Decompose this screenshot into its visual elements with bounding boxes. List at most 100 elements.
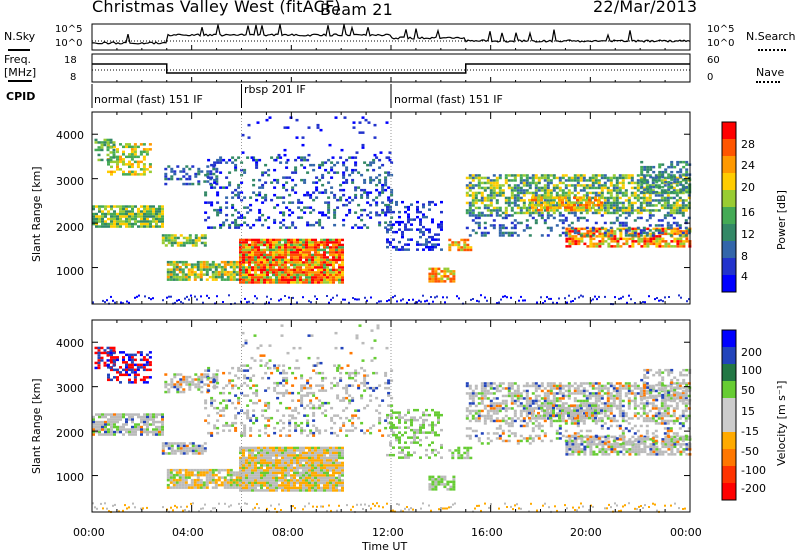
data-cell xyxy=(534,184,538,187)
data-cell xyxy=(235,263,239,266)
data-cell xyxy=(229,471,233,474)
data-cell xyxy=(585,226,589,230)
data-cell xyxy=(275,451,278,455)
data-cell xyxy=(672,206,676,210)
data-cell xyxy=(624,189,628,192)
data-cell xyxy=(341,268,344,272)
data-cell xyxy=(110,353,113,357)
data-cell xyxy=(243,434,247,437)
data-cell xyxy=(190,265,194,269)
data-cell xyxy=(687,229,691,232)
data-cell xyxy=(248,300,250,303)
data-cell xyxy=(278,446,281,450)
data-cell xyxy=(652,165,656,169)
data-cell xyxy=(272,484,275,487)
data-cell xyxy=(248,446,251,450)
data-cell xyxy=(266,469,269,472)
data-cell xyxy=(471,209,475,212)
data-cell xyxy=(116,413,119,416)
data-cell xyxy=(338,238,341,242)
data-cell xyxy=(122,356,125,359)
data-cell xyxy=(197,239,201,242)
data-cell xyxy=(498,214,502,217)
data-cell xyxy=(128,222,131,226)
data-cell xyxy=(185,449,189,453)
data-cell xyxy=(219,211,223,214)
data-cell xyxy=(419,230,422,234)
data-cell xyxy=(410,228,413,231)
data-cell xyxy=(299,261,302,264)
data-cell xyxy=(293,446,296,450)
data-cell xyxy=(341,258,344,262)
data-cell xyxy=(332,481,335,485)
data-cell xyxy=(258,178,262,182)
data-cell xyxy=(573,176,577,180)
data-cell xyxy=(326,238,329,242)
data-cell xyxy=(326,246,329,249)
data-cell xyxy=(284,489,287,492)
data-cell xyxy=(510,194,514,197)
data-cell xyxy=(660,224,664,227)
data-cell xyxy=(582,295,584,298)
data-cell xyxy=(323,464,326,467)
data-cell xyxy=(314,471,317,475)
data-cell xyxy=(260,446,263,450)
data-cell xyxy=(185,447,189,450)
data-cell xyxy=(203,241,207,245)
data-cell xyxy=(627,174,631,177)
data-cell xyxy=(242,273,245,277)
data-cell xyxy=(205,468,209,472)
data-cell xyxy=(293,256,296,259)
data-cell xyxy=(106,148,110,152)
data-cell xyxy=(618,224,622,227)
data-cell xyxy=(146,430,149,434)
data-cell xyxy=(206,172,210,176)
data-cell xyxy=(169,263,173,266)
data-cell xyxy=(576,179,580,182)
data-cell xyxy=(468,174,472,177)
data-cell xyxy=(228,371,232,375)
data-cell xyxy=(308,489,311,492)
data-cell xyxy=(477,211,481,215)
data-cell xyxy=(119,155,122,159)
data-cell xyxy=(242,251,245,254)
data-cell xyxy=(136,163,140,166)
data-cell xyxy=(254,273,257,277)
data-cell xyxy=(341,446,344,450)
data-cell xyxy=(106,351,110,355)
data-cell xyxy=(196,260,200,264)
data-cell xyxy=(320,476,323,480)
data-cell xyxy=(474,191,478,195)
data-cell xyxy=(240,369,244,372)
data-cell xyxy=(255,193,259,197)
data-cell xyxy=(336,171,340,174)
data-cell xyxy=(664,296,666,299)
data-cell xyxy=(600,194,604,197)
data-cell xyxy=(338,451,341,455)
data-cell xyxy=(618,189,622,192)
data-cell xyxy=(100,359,104,362)
data-cell xyxy=(338,466,341,470)
data-cell xyxy=(630,201,634,205)
data-cell xyxy=(178,299,180,301)
data-cell xyxy=(242,461,245,465)
data-cell xyxy=(360,208,364,212)
data-cell xyxy=(320,479,323,482)
data-cell xyxy=(519,189,523,192)
data-cell xyxy=(109,366,113,370)
data-cell xyxy=(332,271,335,274)
data-cell xyxy=(586,245,590,248)
data-cell xyxy=(254,454,257,457)
data-cell xyxy=(229,483,233,487)
data-cell xyxy=(125,212,128,216)
data-cell xyxy=(203,234,207,237)
data-cell xyxy=(281,456,284,460)
data-cell xyxy=(290,451,293,455)
data-cell xyxy=(486,181,490,185)
data-cell xyxy=(216,411,220,415)
data-cell xyxy=(332,464,335,467)
data-cell xyxy=(296,449,299,452)
data-cell xyxy=(302,446,305,450)
data-cell xyxy=(176,373,180,376)
data-cell xyxy=(275,449,278,452)
